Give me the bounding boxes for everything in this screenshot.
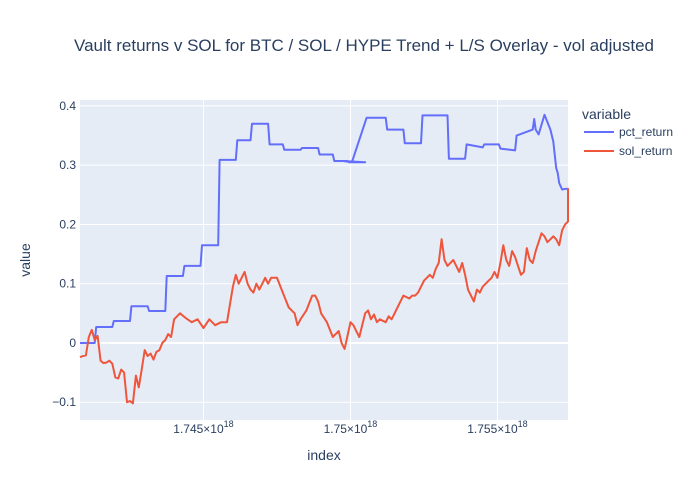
series-line-pct-return[interactable] (80, 113, 568, 344)
y-axis-title: value (17, 243, 33, 277)
x-tick-label: 1.745×1018 (173, 419, 233, 436)
y-tick-label: 0.3 (59, 158, 76, 172)
y-tick-label: −0.1 (52, 395, 76, 409)
plot-area (80, 100, 568, 420)
x-gridlines (202, 100, 498, 420)
y-tick-label: 0.2 (59, 217, 76, 231)
legend-items[interactable]: pct_return sol_return (584, 125, 673, 158)
series-layer (79, 113, 569, 405)
y-tick-labels: −0.1 0 0.1 0.2 0.3 0.4 (52, 99, 76, 409)
y-tick-label: 0 (69, 336, 76, 350)
legend-label[interactable]: pct_return (619, 125, 673, 139)
x-tick-labels: 1.745×1018 1.75×1018 1.755×1018 (173, 419, 527, 436)
y-tick-label: 0.4 (59, 99, 76, 113)
legend[interactable]: variable pct_return sol_return (582, 106, 673, 158)
y-tick-label: 0.1 (59, 277, 76, 291)
legend-label[interactable]: sol_return (619, 144, 672, 158)
chart-title: Vault returns v SOL for BTC / SOL / HYPE… (74, 36, 654, 55)
x-axis-title: index (307, 447, 340, 463)
legend-title: variable (582, 106, 631, 122)
x-tick-label: 1.755×1018 (467, 419, 527, 436)
series-line-sol-return[interactable] (79, 187, 569, 405)
x-tick-label: 1.75×1018 (324, 419, 378, 436)
